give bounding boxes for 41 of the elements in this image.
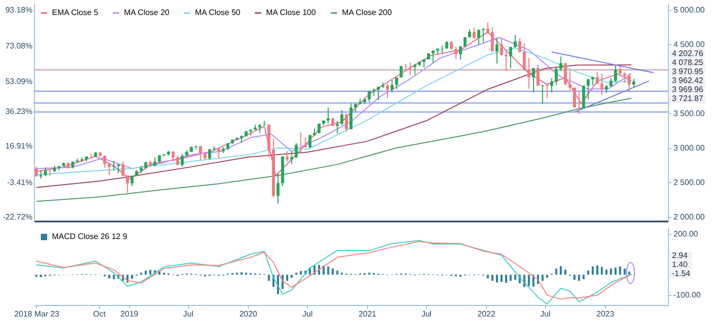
y2-tick-label: -3.41% [7,178,32,187]
legend-label: EMA Close 5 [52,8,99,17]
text: 4 078.25 [670,58,706,67]
x-tick-label: 2018 Mar 23 [14,310,60,318]
x-tick-label: Oct [93,310,106,318]
y2-tick-label: 73.08% [5,41,32,50]
legend-label: MA Close 200 [342,8,392,17]
legend-label: MACD Close 26 12 9 [52,232,128,241]
x-tick-label: 2021 [358,310,377,318]
legend-label: MA Close 20 [124,8,170,17]
x-tick-label: 2022 [477,310,496,318]
text: -1.54 [670,269,692,278]
x-tick-label: Jul [540,310,551,318]
text: 1.40 [670,260,692,269]
text: 2.94 [670,251,692,260]
y2-tick-label: 16.91% [5,142,32,151]
y-tick-label: 3 500.00 [674,108,706,118]
y-tick-label: 4 500.00 [674,40,706,49]
y-tick-label: -100.00 [674,290,702,300]
text: 3 970.95 [670,67,706,76]
x-tick-label: Jul [302,310,313,318]
x-tick-label: 2019 [120,310,139,318]
y2-tick-label: -22.72% [2,212,32,222]
text: 3 721.87 [670,94,706,103]
y2-tick-label: 93.18% [5,5,32,14]
y-tick-label: 2 500.00 [674,178,706,187]
text: 4 202.76 [670,49,706,58]
x-tick-label: 2023 [596,310,615,318]
x-tick-label: 2020 [239,310,258,318]
x-tick-label: Jul [183,310,194,318]
text: 3 962.42 [670,76,706,85]
legend-label: MA Close 100 [266,8,316,17]
legend-label: MA Close 50 [195,8,241,17]
y-tick-label: 2 000.00 [674,212,706,222]
y-tick-label: 3 000.00 [674,143,706,152]
y2-tick-label: 36.23% [5,107,32,116]
text: 3 969.96 [670,85,706,94]
x-tick-label: Jul [421,310,432,318]
y-tick-label: 5 000.00 [674,5,706,14]
y2-tick-label: 53.09% [5,76,32,86]
y-tick-label: 200.00 [674,229,699,238]
